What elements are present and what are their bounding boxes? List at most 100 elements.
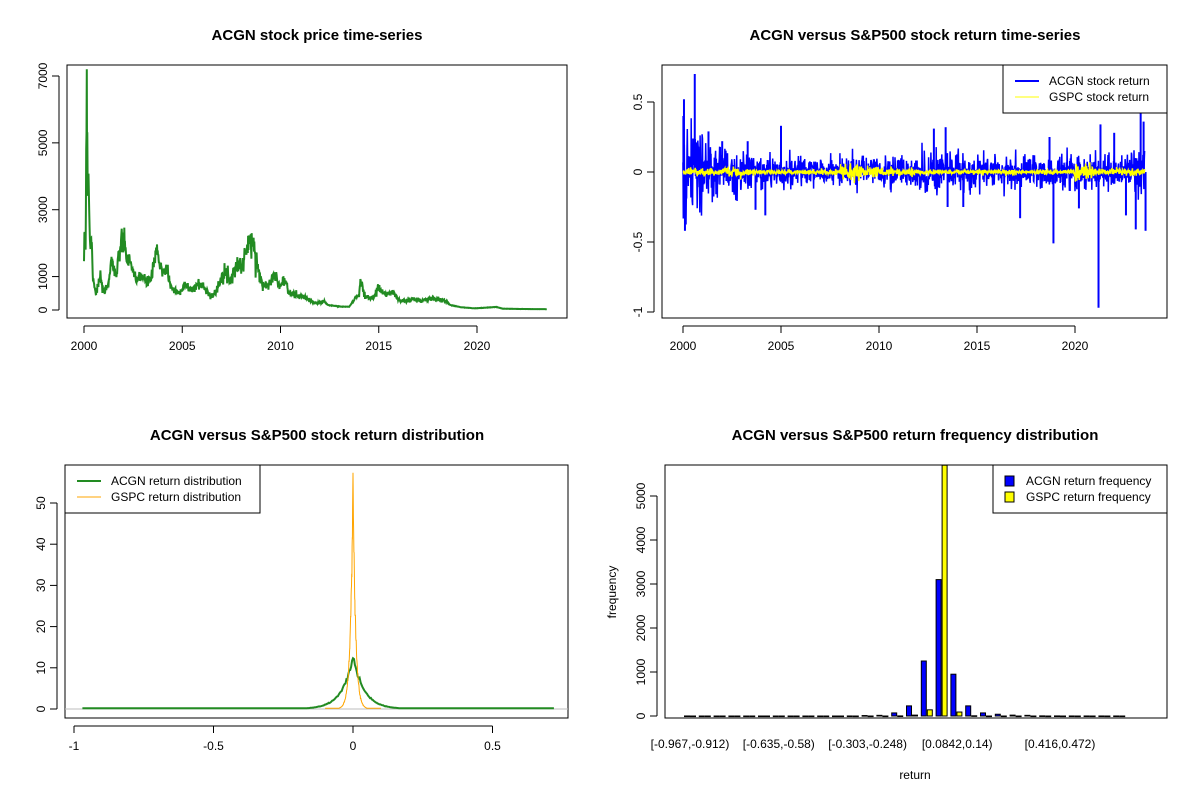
acgn-freq-bar — [1039, 715, 1046, 717]
density-x-tick-label: -1 — [69, 739, 80, 753]
gspc-freq-bar — [690, 715, 696, 718]
gspc-freq-bar — [971, 715, 978, 717]
price-x-tick-label: 2000 — [71, 339, 98, 353]
gspc-freq-bar — [749, 715, 756, 718]
acgn-freq-bar — [846, 715, 853, 718]
acgn-freq-bar — [1113, 715, 1120, 718]
density-legend-label: ACGN return distribution — [111, 474, 242, 488]
price-x-tick-label: 2005 — [169, 339, 196, 353]
hist-x-tick-label: [-0.303,-0.248) — [828, 737, 907, 751]
returns-x-tick-label: 2000 — [670, 339, 697, 353]
returns-y-tick-label: -1 — [631, 306, 645, 317]
acgn-freq-bar — [713, 715, 720, 718]
density-x-tick-label: -0.5 — [203, 739, 224, 753]
density-legend-label: GSPC return distribution — [111, 490, 241, 504]
acgn-freq-bar — [920, 660, 927, 717]
acgn-freq-bar — [935, 579, 942, 717]
density-legend — [64, 464, 261, 514]
gspc-freq-bar — [1119, 715, 1126, 718]
returns-x-tick-label: 2015 — [964, 339, 991, 353]
hist-y-tick-label: 2000 — [634, 614, 648, 641]
gspc-freq-bar — [823, 715, 830, 718]
gspc-freq-bar — [867, 715, 874, 718]
returns-legend-label: ACGN stock return — [1049, 74, 1150, 88]
gspc-freq-bar — [956, 711, 963, 717]
acgn-freq-bar — [787, 715, 794, 718]
gspc-freq-bar — [764, 715, 770, 718]
price-y-tick-label: 5000 — [36, 129, 50, 156]
acgn-freq-bar — [698, 715, 705, 718]
returns-y-tick-label: 0 — [631, 168, 645, 175]
gspc-freq-bar — [793, 715, 800, 718]
title-price: ACGN stock price time-series — [212, 27, 423, 44]
acgn-return-line — [682, 118, 1146, 225]
gspc-freq-bar — [734, 715, 741, 718]
hist-x-tick-label: [0.416,0.472) — [1025, 737, 1096, 751]
density-x-tick-label: 0 — [350, 739, 357, 753]
gspc-freq-bar — [941, 464, 948, 717]
gspc-freq-bar — [1089, 715, 1096, 718]
gspc-freq-bar — [838, 715, 844, 718]
density-y-tick-label: 40 — [34, 537, 48, 551]
price-y-tick-label: 0 — [36, 306, 50, 313]
acgn-freq-bar — [772, 715, 779, 718]
price-x-tick-label: 2020 — [464, 339, 491, 353]
acgn-freq-bar — [802, 715, 809, 718]
density-y-tick-label: 10 — [34, 661, 48, 675]
gspc-freq-bar — [852, 715, 859, 718]
hist-ylabel: frequency — [605, 566, 619, 619]
acgn-freq-bar — [728, 715, 735, 718]
gspc-freq-bar — [897, 715, 904, 718]
returns-legend — [1002, 64, 1168, 114]
hist-plot-frame — [664, 464, 1168, 719]
gspc-freq-bar — [986, 715, 992, 718]
gspc-freq-bar — [882, 715, 889, 718]
acgn-freq-bar — [861, 715, 868, 717]
gspc-freq-bar — [719, 715, 726, 718]
returns-y-tick-label: -0.5 — [631, 231, 645, 252]
acgn-freq-bar — [1024, 714, 1031, 717]
hist-y-tick-label: 0 — [634, 712, 648, 719]
returns-x-tick-label: 2010 — [866, 339, 893, 353]
gspc-return-line — [682, 162, 1146, 184]
hist-x-tick-label: [0.0842,0.14) — [922, 737, 993, 751]
returns-legend-label: GSPC stock return — [1049, 90, 1149, 104]
density-y-tick-label: 20 — [34, 620, 48, 634]
acgn-freq-bar — [965, 705, 972, 717]
acgn-freq-bar — [1083, 715, 1090, 718]
acgn-freq-bar — [994, 713, 1001, 717]
returns-x-tick-label: 2005 — [768, 339, 795, 353]
density-plot-frame — [64, 464, 569, 719]
gspc-freq-bar — [1045, 715, 1052, 718]
title-histogram: ACGN versus S&P500 return frequency dist… — [732, 427, 1099, 444]
hist-xlabel: return — [899, 768, 930, 782]
price-y-tick-label: 7000 — [36, 62, 50, 89]
hist-legend-swatch — [1004, 475, 1015, 487]
gspc-freq-bar — [926, 709, 933, 717]
acgn-freq-bar — [1054, 715, 1060, 718]
hist-x-tick-label: [-0.967,-0.912) — [651, 737, 730, 751]
acgn-freq-bar — [684, 715, 690, 718]
acgn-freq-bar — [1098, 715, 1105, 718]
title-returns: ACGN versus S&P500 stock return time-ser… — [750, 27, 1081, 44]
returns-y-tick-label: 0.5 — [631, 93, 645, 110]
hist-legend-swatch — [1004, 491, 1015, 503]
price-x-tick-label: 2015 — [365, 339, 392, 353]
density-x-tick-label: 0.5 — [484, 739, 501, 753]
acgn-freq-bar — [832, 715, 838, 718]
acgn-freq-bar — [876, 714, 883, 717]
acgn-freq-bar — [1009, 714, 1016, 717]
acgn-freq-bar — [980, 712, 986, 717]
density-y-tick-label: 50 — [34, 496, 48, 510]
price-line — [83, 69, 547, 311]
acgn-density-line — [82, 656, 554, 710]
gspc-freq-bar — [1104, 715, 1111, 718]
hist-x-tick-label: [-0.635,-0.58) — [743, 737, 815, 751]
acgn-freq-bar — [906, 705, 912, 717]
acgn-freq-bar — [1068, 715, 1075, 718]
returns-x-tick-label: 2020 — [1062, 339, 1089, 353]
hist-y-tick-label: 5000 — [634, 482, 648, 509]
price-y-tick-label: 3000 — [36, 196, 50, 223]
price-y-tick-label: 1000 — [36, 263, 50, 290]
